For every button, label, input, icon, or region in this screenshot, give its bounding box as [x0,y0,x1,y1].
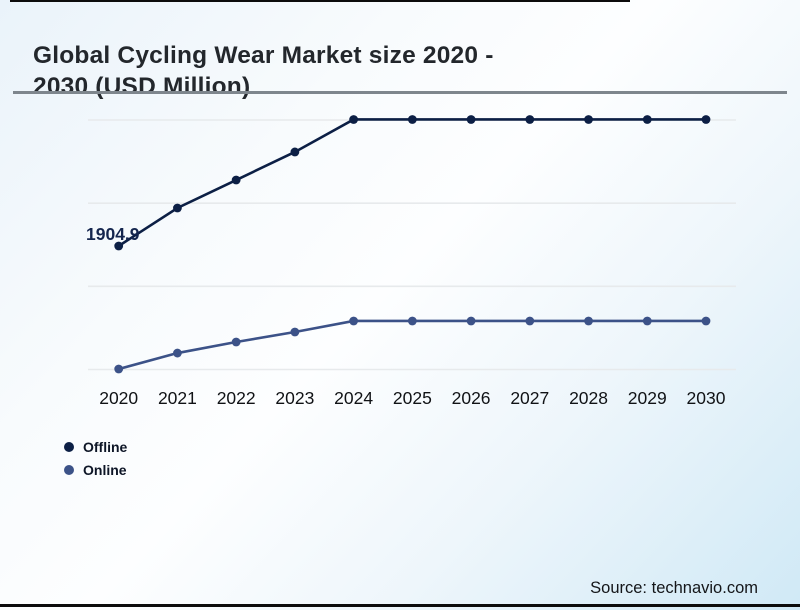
source-attribution: Source: technavio.com [590,579,758,597]
chart-legend: Offline Online [64,435,127,481]
offline-point-2023[interactable] [290,147,300,157]
legend-item-offline[interactable]: Offline [64,435,127,458]
point-label: 1904.9 [86,224,140,244]
offline-line [117,118,706,248]
offline-point-2021[interactable] [173,203,182,213]
online-point-2023[interactable] [290,327,300,337]
online-point-2030[interactable] [701,316,711,326]
legend-label-online: Online [83,461,127,478]
offline-point-2020[interactable] [114,241,124,251]
offline-point-2022[interactable] [231,175,241,185]
legend-item-online[interactable]: Online [64,458,127,481]
x-tick-2024: 2024 [334,388,373,408]
online-point-2027[interactable] [525,316,535,326]
chart-title-line1: Global Cycling Wear Market size 2020 - [33,42,494,70]
offline-point-2030[interactable] [701,115,711,124]
online-series-dot-icon [64,464,74,475]
x-tick-2030: 2030 [687,388,726,408]
x-tick-2020: 2020 [99,388,138,408]
online-point-2028[interactable] [584,316,593,326]
x-tick-2021: 2021 [158,388,197,408]
online-line [118,319,706,371]
offline-point-2025[interactable] [407,115,417,124]
online-point-2029[interactable] [642,316,652,326]
online-point-2024[interactable] [349,316,359,326]
x-tick-2023: 2023 [275,388,314,408]
offline-point-2028[interactable] [584,115,593,124]
offline-point-2029[interactable] [642,115,652,124]
widget-bottom-border [0,604,800,607]
online-point-2021[interactable] [173,348,182,358]
x-tick-2027: 2027 [510,388,549,408]
chart-title: Global Cycling Wear Market size 2020 - 2… [33,40,733,102]
widget-top-border [10,0,630,2]
chart-title-line2: 2030 (USD Million) [33,73,251,101]
x-tick-2022: 2022 [217,388,256,408]
x-tick-2028: 2028 [569,388,608,408]
offline-point-2024[interactable] [349,115,359,124]
title-divider [13,91,787,94]
online-point-2026[interactable] [466,316,476,326]
offline-point-2026[interactable] [466,115,476,124]
line-chart[interactable]: 1904.9 2020 2021 2022 2023 2024 2025 2026 2027 20… [0,0,800,430]
offline-series-dot-icon [64,441,74,452]
online-point-2022[interactable] [231,337,241,347]
x-tick-2029: 2029 [628,388,667,408]
offline-point-2027[interactable] [525,115,535,124]
online-point-2025[interactable] [407,316,417,326]
x-tick-2026: 2026 [452,388,491,408]
online-point-2020[interactable] [114,364,124,374]
x-tick-2025: 2025 [393,388,432,408]
legend-label-offline: Offline [83,438,128,455]
